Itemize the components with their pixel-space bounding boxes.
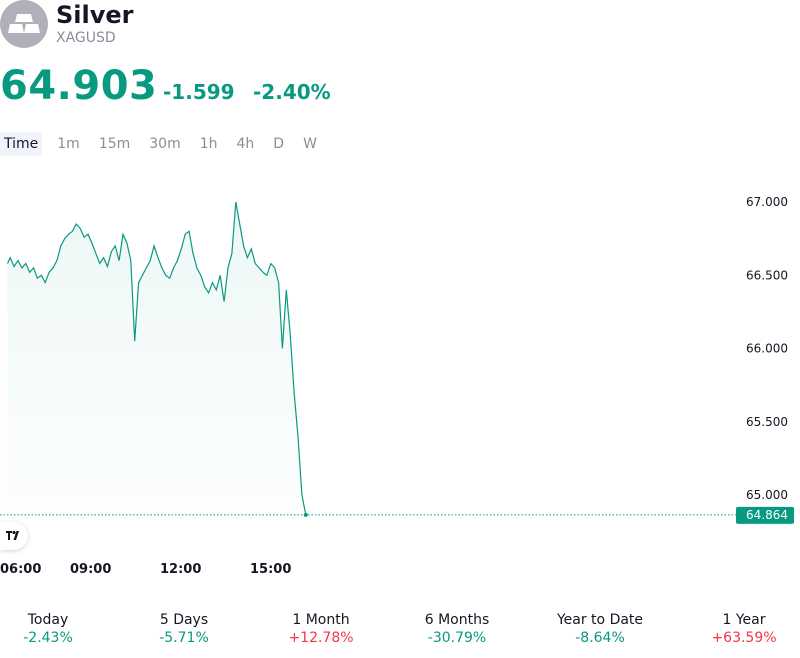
price-change: -1.599 <box>163 80 235 104</box>
perf-value: -2.43% <box>23 630 73 646</box>
perf-value: -30.79% <box>427 630 487 646</box>
perf-value: +12.78% <box>288 630 354 646</box>
timeframe-tabs: Time 1m 15m 30m 1h 4h D W <box>0 132 332 156</box>
perf-value: -8.64% <box>575 630 625 646</box>
perf-year-to-date[interactable]: Year to Date -8.64% <box>530 611 670 647</box>
perf-label: 1 Month <box>292 612 350 628</box>
perf-label: Year to Date <box>556 612 644 628</box>
symbol-ticker: XAGUSD <box>56 30 116 46</box>
tab-30m[interactable]: 30m <box>149 136 181 152</box>
perf-label: Today <box>27 612 69 628</box>
y-tick-label: 65.000 <box>746 488 788 502</box>
tab-4h[interactable]: 4h <box>236 136 255 152</box>
tradingview-logo-icon[interactable] <box>0 522 28 550</box>
tab-1m[interactable]: 1m <box>57 136 80 152</box>
silver-bars-icon <box>0 0 48 48</box>
symbol-title: Silver <box>56 1 134 29</box>
perf-label: 5 Days <box>159 612 209 628</box>
last-price-badge-label: 64.864 <box>746 508 788 522</box>
perf-value: +63.59% <box>711 630 777 646</box>
last-price: 64.903 <box>0 63 158 109</box>
x-tick-label: 09:00 <box>70 562 112 577</box>
perf-5-days[interactable]: 5 Days -5.71% <box>114 611 254 647</box>
last-price-point <box>303 512 308 517</box>
y-tick-label: 66.500 <box>746 268 788 282</box>
x-tick-label: 06:00 <box>0 562 42 577</box>
price-area-fill <box>7 202 306 520</box>
x-tick-label: 12:00 <box>160 562 202 577</box>
perf-label: 1 Year <box>722 612 766 628</box>
y-tick-label: 66.000 <box>746 342 788 356</box>
tab-time[interactable]: Time <box>0 132 43 156</box>
perf-today[interactable]: Today -2.43% <box>0 611 118 647</box>
x-tick-label: 15:00 <box>250 562 292 577</box>
symbol-header: Silver XAGUSD <box>0 0 800 50</box>
tab-w[interactable]: W <box>303 136 317 152</box>
y-tick-label: 65.500 <box>746 415 788 429</box>
tab-d[interactable]: D <box>273 136 285 152</box>
last-price-badge: 64.864 <box>736 506 794 524</box>
perf-label: 6 Months <box>424 612 490 628</box>
perf-value: -5.71% <box>159 630 209 646</box>
perf-1-month[interactable]: 1 Month +12.78% <box>251 611 391 647</box>
perf-6-months[interactable]: 6 Months -30.79% <box>387 611 527 647</box>
price-change-percent: -2.40% <box>253 80 331 104</box>
tab-15m[interactable]: 15m <box>98 136 131 152</box>
tab-1h[interactable]: 1h <box>199 136 218 152</box>
price-chart[interactable]: 67.000 66.500 66.000 65.500 65.000 64.864 <box>0 180 800 540</box>
y-tick-label: 67.000 <box>746 195 788 209</box>
price-series-line <box>6 201 307 516</box>
perf-1-year[interactable]: 1 Year +63.59% <box>674 611 800 647</box>
